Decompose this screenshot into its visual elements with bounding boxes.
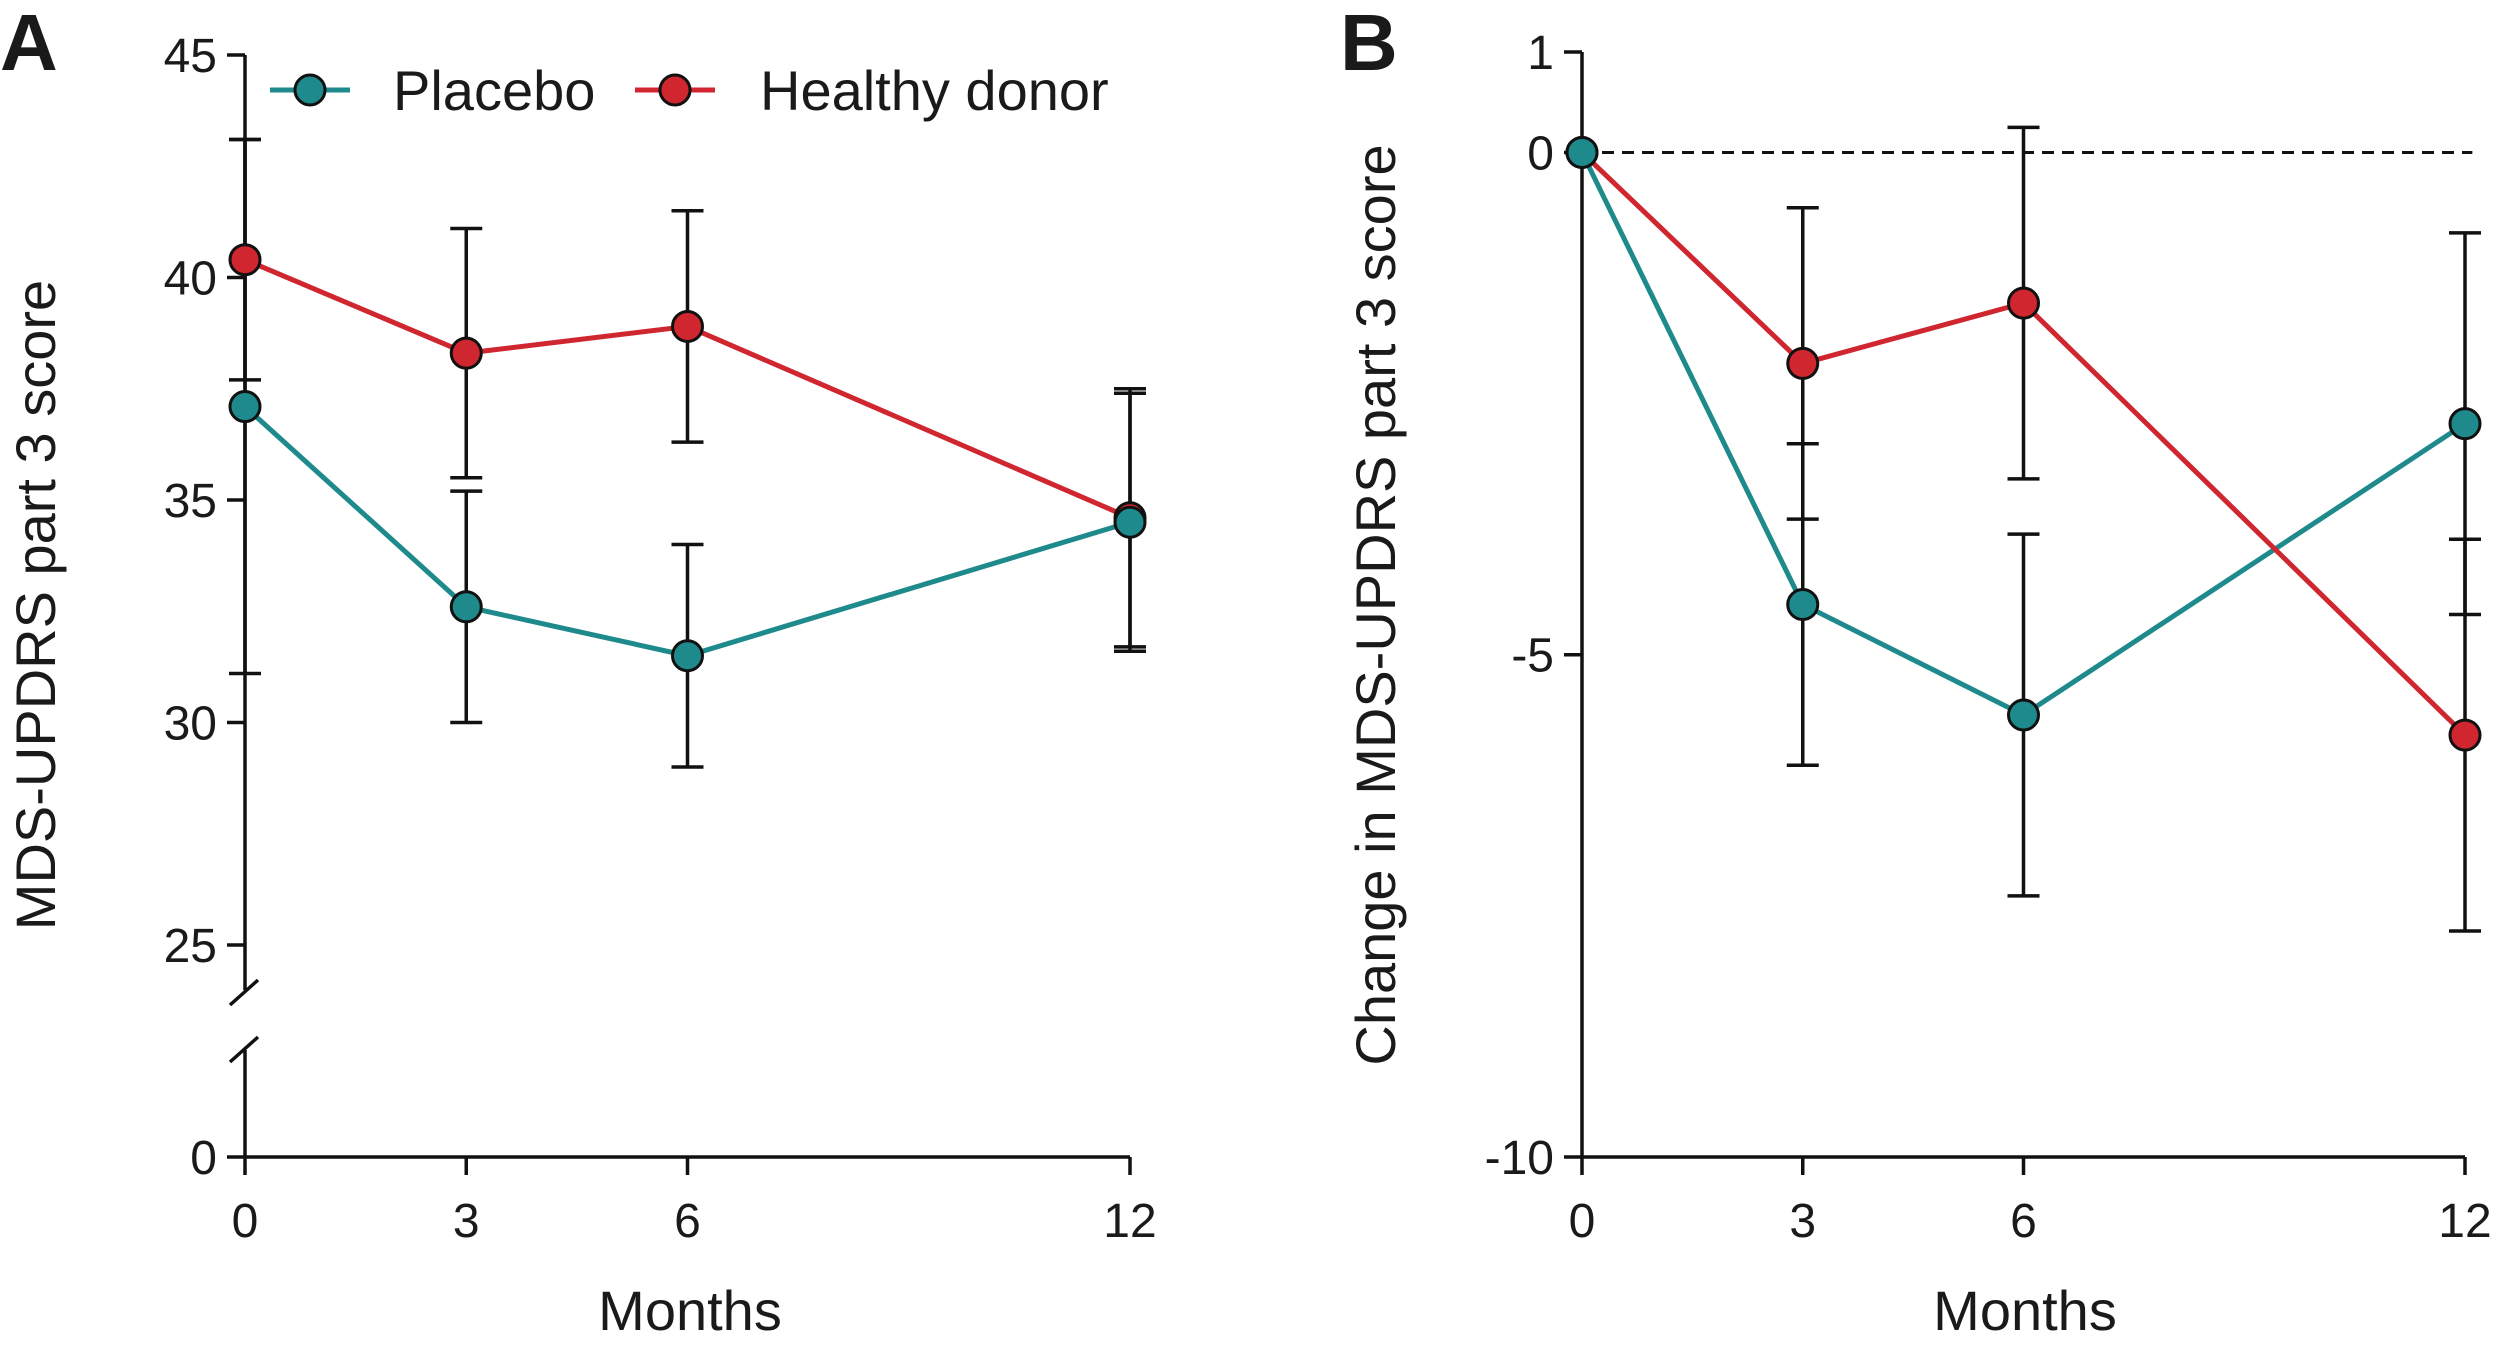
legend-placebo-label: Placebo [393,59,595,122]
b-point-placebo [1565,135,1599,169]
a-point-placebo [671,639,704,673]
legend-item-placebo: Placebo [270,59,595,122]
b-point-placebo [1786,588,1820,621]
panel-a-x-axis-title: Months [598,1279,782,1342]
a-series-line-healthy-donor [244,257,1131,521]
legend-placebo-marker [293,73,327,107]
legend-healthy-donor-marker [658,73,692,107]
b-x-tick-label: 6 [2010,1195,2037,1248]
a-point-placebo [228,390,262,424]
panel-b-y-axis-title: Change in MDS-UPDRS part 3 score [1344,144,1407,1065]
panel-a-letter: A [0,0,58,87]
b-x-tick-label: 3 [1789,1195,1816,1248]
a-point-placebo [1113,505,1147,539]
a-y-tick-label: 0 [190,1132,217,1185]
a-y-tick-label: 40 [164,253,217,306]
panel-b-letter: B [1340,0,1398,87]
panel-b: B 1 0 -5 -10 0 3 6 12 Months Change in MDS-UPDR… [1340,0,2492,1342]
panel-b-x-axis-title: Months [1933,1279,2117,1342]
a-y-tick-label: 45 [164,30,217,83]
panel-b-plot-area [1565,125,2482,933]
legend-healthy-donor-label: Healthy donor [760,59,1109,122]
b-x-tick-label: 12 [2438,1195,2491,1248]
b-point-placebo [2007,698,2040,732]
a-point-healthy-donor [671,309,704,343]
panel-a-y-axis-title: MDS-UPDRS part 3 score [4,280,67,930]
a-point-healthy-donor [228,243,262,277]
b-point-healthy-donor [2007,286,2040,320]
panel-a-plot-area [228,137,1147,769]
a-y-tick-label: 25 [164,920,217,973]
a-x-tick-label: 6 [674,1195,701,1248]
a-x-tick-label: 12 [1103,1195,1156,1248]
panel-a: A 45 40 35 30 25 00 3 6 12 Months MDS-UPDRS part… [0,0,1157,1342]
a-x-tick-label: 3 [453,1195,480,1248]
b-point-healthy-donor [2448,718,2482,752]
a-x-tick-label: 0 [232,1195,259,1248]
a-y-tick-label: 35 [164,475,217,528]
legend-item-healthy-donor: Healthy donor [635,59,1109,122]
b-x-tick-label: 0 [1569,1195,1596,1248]
b-y-tick-label: -5 [1511,630,1554,683]
b-point-healthy-donor [1786,346,1820,380]
b-y-tick-label: 1 [1527,27,1554,80]
b-y-tick-label: 0 [1527,127,1554,180]
a-axis-break-mark-lower [228,1035,260,1064]
b-series-line-placebo [1579,151,2467,718]
a-axis-break-mark-upper [228,978,260,1007]
panel-b-axes: 1 0 -5 -10 0 3 6 12 [1485,27,2492,1248]
a-series-line-placebo [243,404,1131,659]
b-y-tick-label: -10 [1485,1132,1554,1185]
a-point-placebo [449,590,483,624]
a-y-tick-label: 30 [164,698,217,751]
legend: Placebo Healthy donor [270,59,1109,122]
a-point-healthy-donor [449,336,483,370]
b-series-line-healthy-donor [1580,150,2467,737]
panel-a-axes: 45 40 35 30 25 00 3 6 12 [164,30,1157,1248]
b-point-placebo [2448,407,2482,441]
